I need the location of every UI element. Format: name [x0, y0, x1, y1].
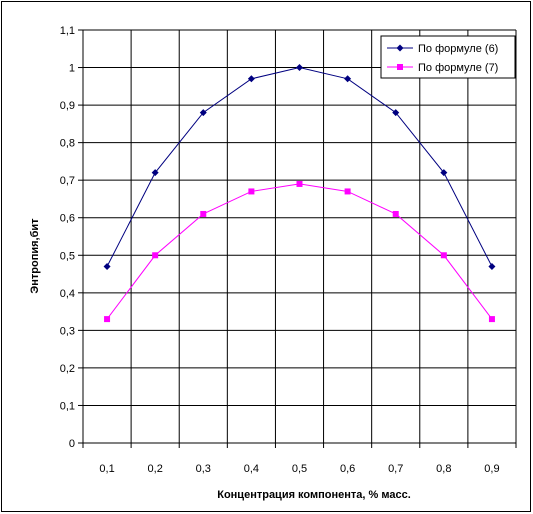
legend-item-2: По формуле (7)	[387, 62, 498, 74]
x-tick-label: 0,7	[388, 463, 403, 475]
series-2	[104, 180, 495, 323]
y-tick-label: 0	[69, 438, 75, 450]
data-point	[247, 75, 255, 83]
y-tick-label: 1	[69, 63, 75, 75]
data-point	[296, 180, 303, 187]
data-point	[200, 210, 207, 217]
series	[103, 64, 496, 323]
data-point	[488, 263, 496, 271]
data-point	[104, 316, 111, 323]
data-point	[103, 263, 111, 271]
y-tick-label: 0,2	[60, 363, 75, 375]
y-tick-label: 0,4	[60, 288, 75, 300]
y-axis-label: Энтропия,бит	[29, 218, 41, 294]
y-tick-label: 0,1	[60, 400, 75, 412]
data-point	[344, 75, 352, 83]
x-tick-label: 0,5	[292, 463, 307, 475]
data-point	[392, 210, 399, 217]
y-tick-label: 0,5	[60, 250, 75, 262]
legend: По формуле (6) По формуле (7)	[380, 35, 516, 79]
data-point	[248, 188, 255, 195]
x-tick-label: 0,3	[196, 463, 211, 475]
data-point	[296, 64, 303, 72]
axes	[78, 29, 517, 448]
data-point	[440, 252, 447, 259]
legend-marker	[397, 64, 403, 70]
data-point	[152, 252, 159, 259]
data-point	[392, 109, 400, 117]
y-tick-label: 1,1	[60, 25, 75, 37]
x-tick-label: 0,8	[436, 463, 451, 475]
series-line	[106, 67, 493, 267]
data-point	[488, 316, 495, 323]
data-point	[199, 109, 207, 117]
x-tick-label: 0,6	[340, 463, 355, 475]
y-tick-labels: 0 0,1 0,2 0,3 0,4 0,5 0,6 0,7 0,8 0,9 1 1,1	[60, 25, 75, 450]
data-point	[151, 169, 159, 177]
legend-item-1: По формуле (6)	[387, 43, 498, 55]
legend-marker	[396, 44, 404, 52]
grid	[82, 29, 517, 444]
data-point	[344, 188, 351, 195]
y-tick-label: 0,7	[60, 175, 75, 187]
series-1	[103, 64, 496, 271]
legend-label: По формуле (7)	[418, 62, 498, 74]
y-tick-label: 0,8	[60, 138, 75, 150]
data-point	[440, 169, 448, 177]
x-axis-label: Концентрация компонента, % масс.	[217, 489, 411, 501]
legend-box	[380, 35, 516, 79]
x-tick-labels: 0,1 0,2 0,3 0,4 0,5 0,6 0,7 0,8 0,9	[99, 463, 499, 475]
y-tick-label: 0,3	[60, 325, 75, 337]
legend-label: По формуле (6)	[418, 43, 498, 55]
series-line	[106, 183, 493, 320]
x-tick-label: 0,4	[244, 463, 259, 475]
x-tick-label: 0,9	[484, 463, 499, 475]
x-tick-label: 0,2	[148, 463, 163, 475]
y-tick-label: 0,6	[60, 213, 75, 225]
x-tick-label: 0,1	[99, 463, 114, 475]
y-tick-label: 0,9	[60, 100, 75, 112]
